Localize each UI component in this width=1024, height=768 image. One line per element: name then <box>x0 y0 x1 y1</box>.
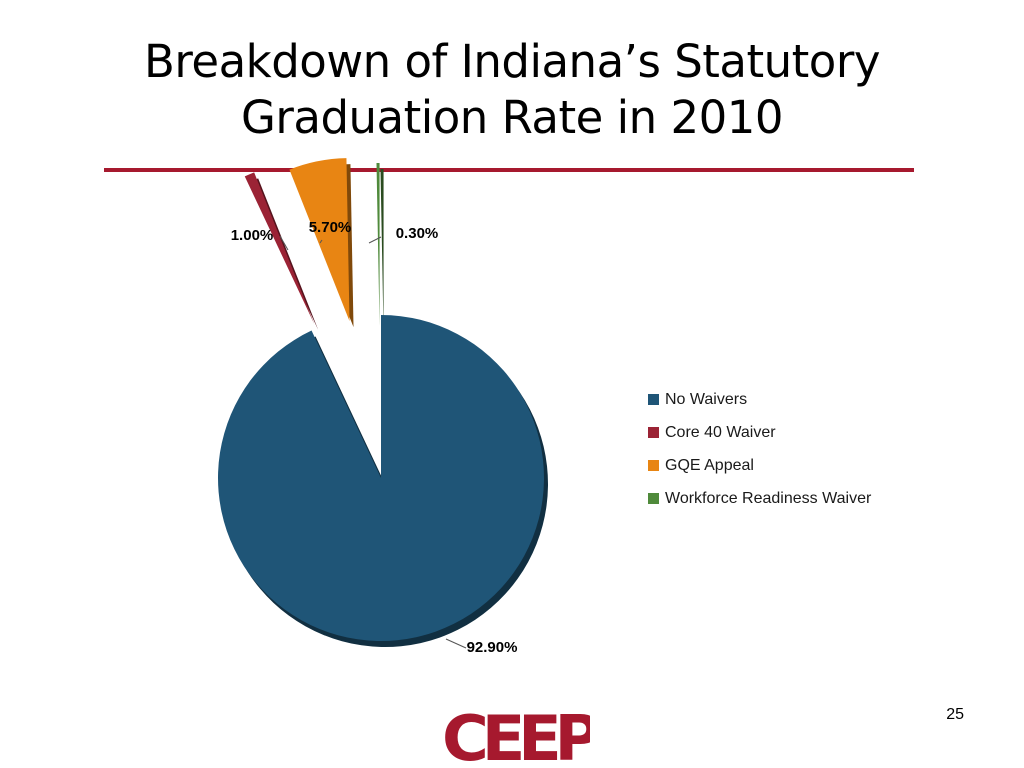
pie-slice-no-waivers <box>218 315 545 641</box>
legend-label: GQE Appeal <box>665 456 754 474</box>
leader-line-no-waivers <box>445 638 467 649</box>
data-label-gqe-appeal: 5.70% <box>309 219 352 236</box>
legend-item-gqe-appeal: GQE Appeal <box>648 449 871 482</box>
legend-label: No Waivers <box>665 390 748 408</box>
legend-label: Core 40 Waiver <box>665 423 776 441</box>
chart-legend: No Waivers Core 40 Waiver GQE Appeal Workfo… <box>648 383 871 515</box>
ceep-logo: CEEP <box>442 706 590 766</box>
legend-swatch <box>648 460 659 471</box>
leader-line-workforce-readiness-waiver <box>368 236 382 244</box>
legend-item-workforce-readiness-waiver: Workforce Readiness Waiver <box>648 482 871 515</box>
legend-label: Workforce Readiness Waiver <box>665 489 872 507</box>
slide-title: Breakdown of Indiana’s Statutory Graduat… <box>60 34 964 146</box>
data-label-core-40-waiver: 1.00% <box>231 227 274 244</box>
title-line-1: Breakdown of Indiana’s Statutory <box>144 35 880 88</box>
logo-wordmark: CEEP <box>442 706 590 766</box>
legend-swatch <box>648 493 659 504</box>
leader-line-core-40-waiver <box>279 235 289 251</box>
pie-slice-gqe-appeal <box>289 158 350 322</box>
pie-slice-workforce-readiness-waiver <box>376 163 380 327</box>
title-divider <box>104 168 914 172</box>
legend-item-core-40-waiver: Core 40 Waiver <box>648 416 871 449</box>
legend-item-no-waivers: No Waivers <box>648 383 871 416</box>
leader-line-gqe-appeal <box>319 239 323 244</box>
data-label-no-waivers: 92.90% <box>467 639 518 656</box>
title-line-2: Graduation Rate in 2010 <box>241 91 783 144</box>
legend-swatch <box>648 427 659 438</box>
pie-slice-depth-workforce-readiness-waiver <box>380 169 384 333</box>
page-number: 25 <box>946 706 964 723</box>
legend-swatch <box>648 394 659 405</box>
pie-slice-core-40-waiver <box>244 172 315 324</box>
data-label-workforce-readiness-waiver: 0.30% <box>396 225 439 242</box>
